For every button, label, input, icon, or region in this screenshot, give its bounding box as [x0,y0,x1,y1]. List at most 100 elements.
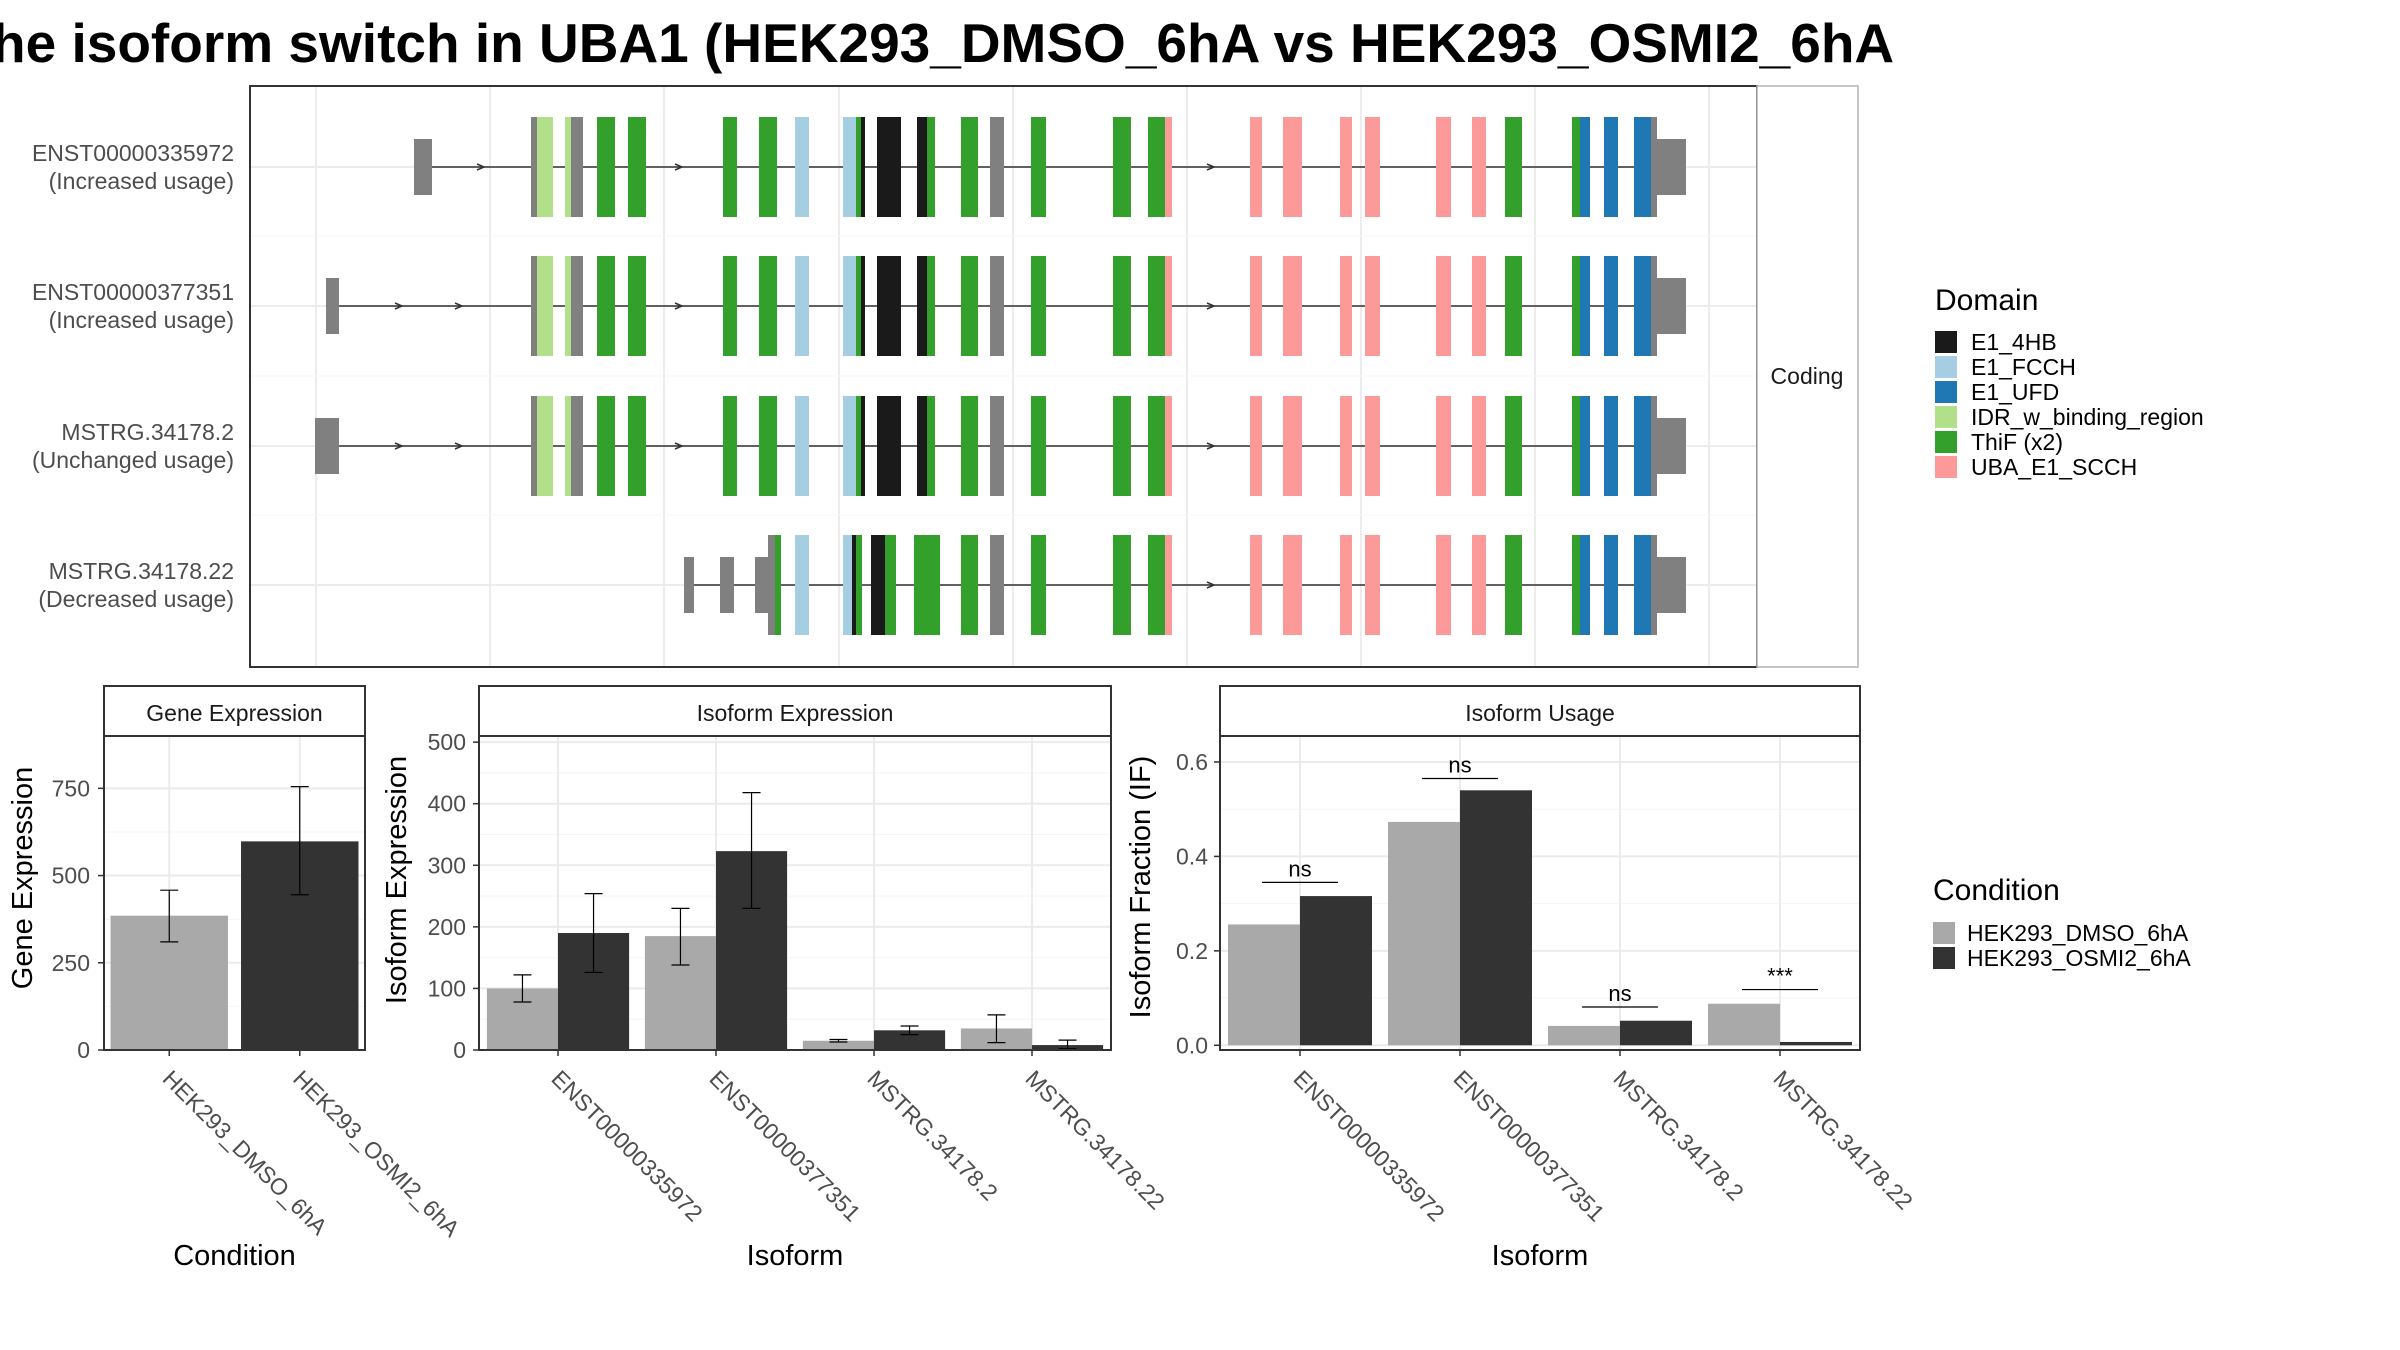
exon-segment [1634,535,1651,635]
exon-segment [531,117,537,217]
exon-segment [1604,535,1618,635]
exon-segment [1505,396,1522,496]
exon-segment [1472,117,1486,217]
exon-segment [565,117,571,217]
bar [1620,1020,1692,1046]
exon-segment [1283,117,1302,217]
exon-segment [537,256,553,356]
exon-segment [1657,139,1686,195]
exon-segment [914,535,940,635]
bar-chart-3: ns ns ns *** Isoform Usage 0.0 0.2 0.4 0.6 ENST00… [1125,685,1918,1272]
exon-segment [723,117,737,217]
legend-swatch [1935,381,1957,403]
exon-segment [1340,117,1352,217]
exon-segment [795,117,809,217]
exon-segment [1604,256,1618,356]
bar-chart-panels: Gene Expression0250500750HEK293_DMSO_6hA… [7,685,1918,1272]
direction-arrow [1206,302,1216,310]
exon-segment [1113,117,1131,217]
x-tick-label: MSTRG.34178.22 [1020,1065,1169,1214]
exon-segment [1365,396,1380,496]
exon-segment [795,396,809,496]
exon-segment [1572,117,1580,217]
exon-segment [628,256,646,356]
panel-strip [103,685,366,737]
exon-segment [1365,535,1380,635]
exon-segment [1340,535,1352,635]
exon-segment [1031,396,1046,496]
exon-segment [597,256,615,356]
exon-segment [1340,256,1352,356]
exon-segment [927,256,935,356]
legend-swatch [1935,456,1957,478]
direction-arrow [454,442,464,450]
exon-segment [565,256,571,356]
direction-arrow [394,442,404,450]
exon-segment [1604,396,1618,496]
exon-segment [856,256,861,356]
bar [1780,1041,1852,1046]
exon-segment [315,418,339,474]
exon-segment [1572,396,1580,496]
exon-segment [1250,396,1262,496]
exon-segment [877,396,901,496]
exon-segment [597,117,615,217]
exon-segment [990,256,1004,356]
strip-label-coding: Coding [1771,363,1844,389]
bar [1460,790,1532,1046]
x-tick-label: ENST00000377351 [1448,1065,1609,1226]
exon-segment [1113,256,1131,356]
x-axis-title: Condition [173,1240,296,1272]
significance-label: *** [1767,964,1793,989]
exon-segment [723,256,737,356]
exon-segment [1572,256,1580,356]
direction-arrow [674,163,684,171]
exon-segment [1148,256,1165,356]
exon-segment [565,396,571,496]
exon-segment [1657,418,1686,474]
exon-segment [927,396,935,496]
panel-strip [1219,685,1861,737]
exon-segment [1651,256,1657,356]
exon-segment [1148,117,1165,217]
exon-segment [990,535,1004,635]
exon-segment [326,278,339,334]
transcript-usage-label: (Increased usage) [49,307,234,333]
panel-title: Isoform Usage [1465,700,1615,726]
panel-title: Isoform Expression [697,700,894,726]
exon-segment [537,117,553,217]
exon-segment [1472,256,1486,356]
panel-strip [478,685,1112,737]
exon-segment [861,117,865,217]
exon-segment [917,117,927,217]
exon-segment [759,396,777,496]
exon-segment [1165,535,1172,635]
exon-segment [927,117,935,217]
exon-segment [1365,256,1380,356]
bar [1228,924,1300,1046]
domain-legend: Domain E1_4HBE1_FCCHE1_UFDIDR_w_binding_r… [1935,284,2204,480]
direction-arrow [1206,581,1216,589]
y-tick-label: 750 [52,775,90,801]
y-axis-title: Gene Expression [7,767,39,989]
x-tick-label: ENST00000335972 [1288,1065,1449,1226]
exon-segment [877,117,901,217]
exon-segment [775,535,781,635]
bar [802,1040,874,1050]
transcript-label: ENST00000335972 [32,140,234,166]
condition-legend-title: Condition [1933,874,2060,907]
significance-label: ns [1608,981,1631,1006]
exon-segment [843,396,856,496]
exon-segment [856,535,862,635]
direction-arrow [394,302,404,310]
x-axis-title: Isoform [747,1240,844,1272]
direction-arrow [1206,442,1216,450]
legend-label: HEK293_DMSO_6hA [1967,920,2189,946]
exon-segment [1283,256,1302,356]
exon-segment [961,117,978,217]
exon-segment [1657,557,1686,613]
exon-segment [1283,535,1302,635]
y-tick-label: 500 [52,863,90,889]
legend-label: IDR_w_binding_region [1971,404,2204,430]
direction-arrow [454,302,464,310]
